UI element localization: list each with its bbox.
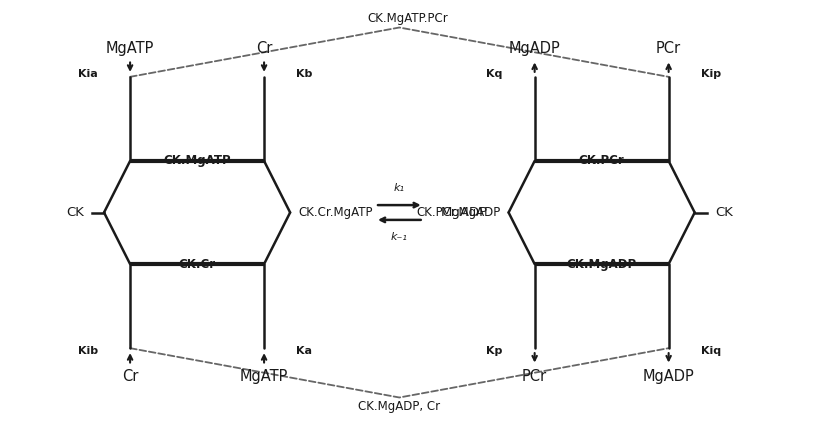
Text: CK.MgADP, Cr: CK.MgADP, Cr [358,400,440,413]
Text: MgATP: MgATP [239,369,288,384]
Text: Cr: Cr [256,41,272,56]
Text: Kib: Kib [77,346,98,357]
Text: CK: CK [66,206,84,219]
Text: CK.PCr.MgADP: CK.PCr.MgADP [416,206,500,219]
Text: CK.MgATP: CK.MgATP [163,154,231,167]
Text: CK: CK [715,206,732,219]
Text: Kip: Kip [701,68,721,79]
Text: Cr: Cr [122,369,138,384]
Text: CK.Cr.MgATP: CK.Cr.MgATP [298,206,373,219]
Text: Kb: Kb [296,68,313,79]
Text: Ka: Ka [296,346,313,357]
Text: PCr: PCr [522,369,547,384]
Text: MgADP: MgADP [441,206,488,219]
Text: MgADP: MgADP [509,41,560,56]
Text: Kia: Kia [78,68,98,79]
Text: CK.MgADP: CK.MgADP [566,258,637,271]
Text: MgATP: MgATP [106,41,154,56]
Text: CK.MgATP.PCr: CK.MgATP.PCr [367,12,448,26]
Text: MgADP: MgADP [643,369,695,384]
Text: Kiq: Kiq [701,346,721,357]
Text: CK.Cr: CK.Cr [179,258,216,271]
Text: CK.PCr: CK.PCr [579,154,625,167]
Text: k₁: k₁ [394,183,405,193]
Text: Kq: Kq [486,68,502,79]
Text: Kp: Kp [486,346,502,357]
Text: k₋₁: k₋₁ [391,232,408,242]
Text: PCr: PCr [656,41,681,56]
